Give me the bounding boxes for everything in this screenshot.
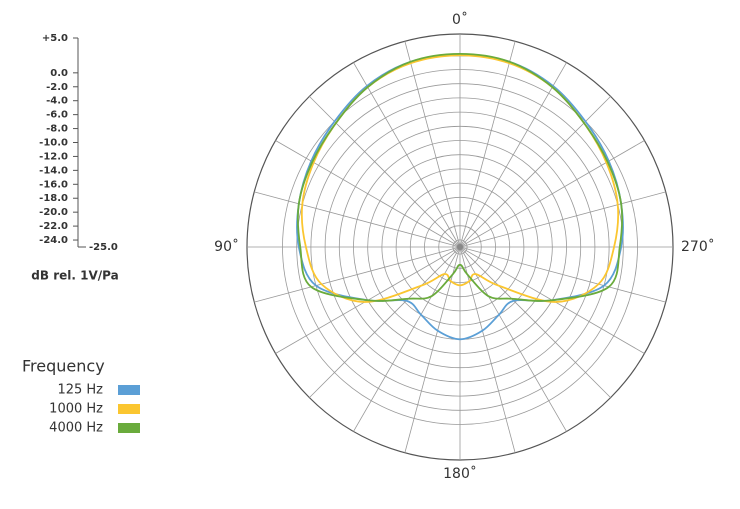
scale-tick-label: +5.0 xyxy=(42,33,68,44)
legend-label: 4000 Hz xyxy=(49,421,103,436)
scale-tick-label: -4.0 xyxy=(46,96,68,107)
spoke xyxy=(309,246,461,398)
spoke xyxy=(459,140,645,248)
spoke xyxy=(459,246,567,432)
spoke xyxy=(353,62,461,248)
scale-tick-label: -2.0 xyxy=(46,82,68,93)
legend-swatch xyxy=(118,404,140,414)
scale-tick-label: -22.0 xyxy=(39,221,68,232)
angle-label: 180˚ xyxy=(443,465,477,482)
spoke xyxy=(459,41,516,248)
series-curve xyxy=(296,52,624,302)
scale-tick-label: -12.0 xyxy=(39,151,68,162)
scale-tick-label: -25.0 xyxy=(89,242,118,253)
scale-tick-label: -24.0 xyxy=(39,235,68,246)
legend-swatch xyxy=(118,423,140,433)
spoke xyxy=(459,96,611,248)
scale-tick-label: -20.0 xyxy=(39,207,68,218)
scale-tick-label: -14.0 xyxy=(39,165,68,176)
legend-swatch xyxy=(118,385,140,395)
center-dot xyxy=(457,244,463,250)
spoke xyxy=(275,140,461,248)
spoke xyxy=(459,191,666,248)
spoke xyxy=(353,246,461,432)
legend-label: 1000 Hz xyxy=(49,402,103,417)
spoke xyxy=(459,246,516,453)
series-curve xyxy=(296,54,624,341)
angle-label: 0˚ xyxy=(452,11,468,28)
spoke xyxy=(254,246,461,303)
scale-tick-label: -8.0 xyxy=(46,124,68,135)
spoke xyxy=(459,246,611,398)
series-curve xyxy=(300,54,620,303)
angle-label: 270˚ xyxy=(681,238,715,255)
spoke xyxy=(404,41,461,248)
scale-tick-label: -18.0 xyxy=(39,193,68,204)
scale-tick-label: 0.0 xyxy=(50,68,68,79)
spoke xyxy=(254,191,461,248)
scale-tick-label: -16.0 xyxy=(39,179,68,190)
scale-tick-label: -10.0 xyxy=(39,138,68,149)
spoke xyxy=(404,246,461,453)
spoke xyxy=(309,96,461,248)
angle-label: 90˚ xyxy=(214,238,239,255)
spoke xyxy=(459,62,567,248)
scale-tick-label: -6.0 xyxy=(46,110,68,121)
legend-label: 125 Hz xyxy=(57,383,103,398)
legend-title: Frequency xyxy=(22,357,105,376)
spoke xyxy=(459,246,666,303)
axis-label: dB rel. 1V/Pa xyxy=(31,269,118,283)
